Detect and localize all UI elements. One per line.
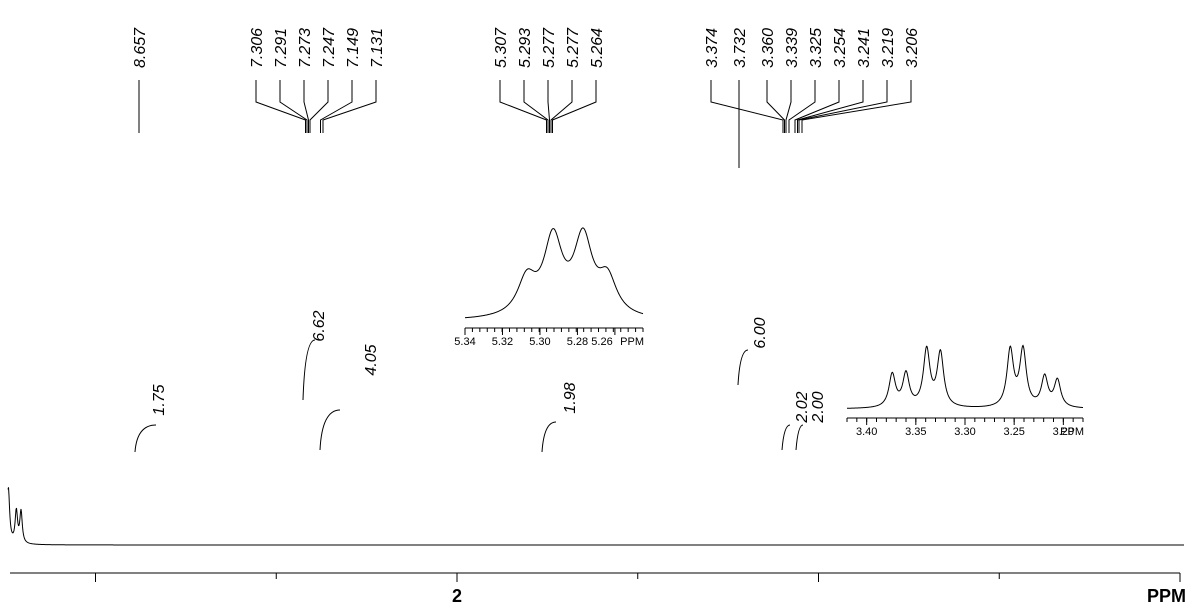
peak-pointer xyxy=(550,80,573,133)
peak-pointer xyxy=(766,80,785,133)
integral-hook xyxy=(319,409,341,451)
peak-pointer xyxy=(523,80,549,133)
integral-label: 2.02 xyxy=(794,391,811,423)
inset-tick-label: 5.28 xyxy=(567,336,588,348)
peak-label: 5.307 xyxy=(493,27,510,68)
integral-label: 2.00 xyxy=(810,391,827,423)
peak-label: 7.247 xyxy=(321,27,338,68)
integral-label: 6.62 xyxy=(311,310,328,341)
inset-trace xyxy=(464,227,644,319)
peak-label: 7.149 xyxy=(345,28,362,68)
peak-label: 3.374 xyxy=(704,28,721,68)
peak-pointer xyxy=(785,80,792,133)
inset-tick-label: 3.20 xyxy=(1053,426,1074,438)
peak-pointer xyxy=(255,80,306,133)
peak-pointer-group xyxy=(138,80,912,168)
inset-unit-label: PPM xyxy=(620,336,644,348)
spectrum-trace-group xyxy=(7,487,1184,546)
inset-tick-label: 5.34 xyxy=(454,336,475,348)
peak-label: 7.273 xyxy=(297,28,314,68)
peak-pointer xyxy=(499,80,547,133)
integral-group: 1.75 6.62 4.05 1.98 6.00 2.02 2.00 xyxy=(134,310,827,453)
peak-pointer xyxy=(322,80,377,133)
peak-pointer xyxy=(798,80,888,133)
peak-label: 3.325 xyxy=(808,28,825,68)
peak-label: 5.277 xyxy=(541,27,558,68)
peak-label: 3.206 xyxy=(904,28,921,68)
axis-unit-label: PPM xyxy=(1147,586,1186,606)
peak-label: 5.293 xyxy=(517,28,534,68)
inset-5-3-ppm: 5.34 5.32 5.30 5.28 5.26 PPM xyxy=(454,227,644,348)
peak-label: 3.219 xyxy=(880,28,897,68)
inset-tick-label: 5.30 xyxy=(529,336,550,348)
peak-pointer xyxy=(320,80,353,133)
peak-label: 8.657 xyxy=(132,27,149,68)
integral-label: 4.05 xyxy=(363,344,380,375)
inset-trace xyxy=(846,344,1084,409)
peak-label: 7.291 xyxy=(273,28,290,68)
integral-hook xyxy=(795,424,804,451)
peak-pointer xyxy=(309,80,329,133)
peak-pointer xyxy=(279,80,308,133)
inset-unit-label: PPM xyxy=(1060,426,1084,438)
inset-tick-label: 5.32 xyxy=(492,336,513,348)
peak-label: 3.732 xyxy=(732,28,749,68)
peak-label: 5.264 xyxy=(589,28,606,68)
spectrum-trace xyxy=(7,487,1184,546)
integral-hook xyxy=(737,349,749,386)
peak-pointer xyxy=(797,80,864,133)
inset-tick-label: 3.25 xyxy=(1003,426,1024,438)
peak-pointer xyxy=(303,80,309,133)
inset-tick-label: 3.30 xyxy=(954,426,975,438)
inset-tick-label: 3.35 xyxy=(905,426,926,438)
peak-pointer xyxy=(794,80,840,133)
peak-pointer xyxy=(547,80,550,133)
inset-tick-label: 3.40 xyxy=(856,426,877,438)
peak-label: 3.241 xyxy=(856,28,873,68)
peak-pointer xyxy=(788,80,816,133)
peak-label: 3.360 xyxy=(760,28,777,68)
integral-hook xyxy=(541,421,557,453)
integral-hook xyxy=(302,339,316,401)
integral-hook xyxy=(781,424,791,451)
peak-label-group: 8.657 7.306 7.291 7.273 7.247 7.149 7.131 5.307… xyxy=(132,27,921,68)
ppm-axis: 8642PPM xyxy=(10,572,1186,606)
peak-label: 7.131 xyxy=(369,28,386,68)
integral-label: 6.00 xyxy=(752,317,769,348)
peak-pointer xyxy=(552,80,597,133)
integral-label: 1.75 xyxy=(151,384,168,415)
peak-pointer xyxy=(710,80,784,133)
peak-label: 7.306 xyxy=(249,28,266,68)
peak-label: 5.277 xyxy=(565,27,582,68)
peak-label: 3.339 xyxy=(784,28,801,68)
axis-tick-label: 2 xyxy=(452,586,462,606)
peak-label: 3.254 xyxy=(832,28,849,68)
integral-label: 1.98 xyxy=(562,382,579,413)
inset-tick-label: 5.26 xyxy=(591,336,612,348)
peak-pointer xyxy=(801,80,912,133)
integral-hook xyxy=(134,424,157,453)
